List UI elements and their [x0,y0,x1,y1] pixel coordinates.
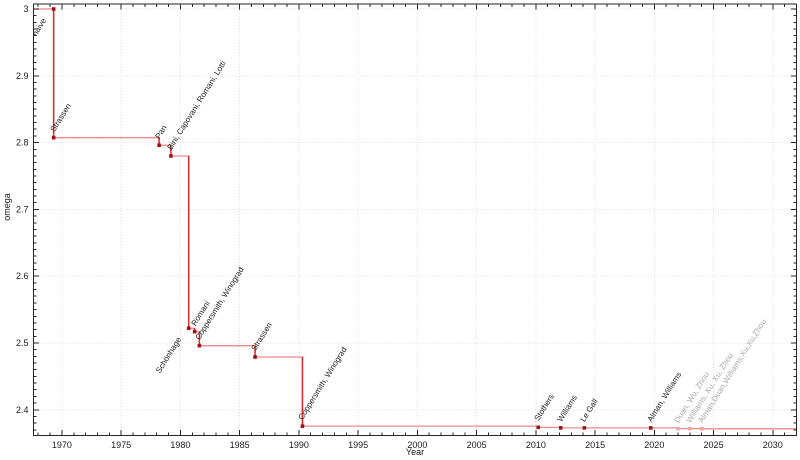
plot-border [33,3,797,436]
data-point [558,426,563,430]
y-tick-label: 2.8 [16,138,29,148]
y-tick-label: 2.7 [16,204,29,214]
x-tick-label: 1990 [289,440,309,450]
data-point [197,343,202,348]
x-tick-label: 2030 [763,440,783,450]
y-axis-title: omega [2,193,12,221]
x-axis-title: Year [405,447,425,457]
x-tick-label: 1975 [111,440,131,450]
y-tick-label: 3 [23,4,28,14]
data-point [169,154,173,158]
x-tick-label: 2025 [704,440,724,450]
data-point [688,426,692,431]
data-point [300,424,305,428]
data-point [186,326,191,331]
x-tick-label: 2020 [644,440,664,450]
data-point [192,329,197,334]
data-point [582,426,587,430]
data-point [157,143,161,148]
data-point [253,355,257,359]
x-tick-label: 1985 [230,440,250,450]
data-point [536,425,541,430]
x-tick-label: 2005 [467,440,487,450]
step-line [33,8,797,430]
x-tick-label: 2000 [407,440,427,450]
x-tick-label: 1970 [52,440,72,450]
data-point [51,135,56,140]
data-point [51,7,56,11]
data-point [676,426,680,431]
y-tick-label: 2.6 [16,271,29,281]
y-tick-label: 2.5 [16,338,29,348]
x-tick-label: 2015 [585,440,605,450]
x-tick-label: 1980 [170,440,190,450]
x-tick-label: 1995 [348,440,368,450]
y-tick-label: 2.4 [16,405,29,415]
x-tick-label: 2010 [526,440,546,450]
data-point [648,426,653,430]
data-point [699,426,704,431]
y-tick-label: 2.9 [16,71,29,81]
